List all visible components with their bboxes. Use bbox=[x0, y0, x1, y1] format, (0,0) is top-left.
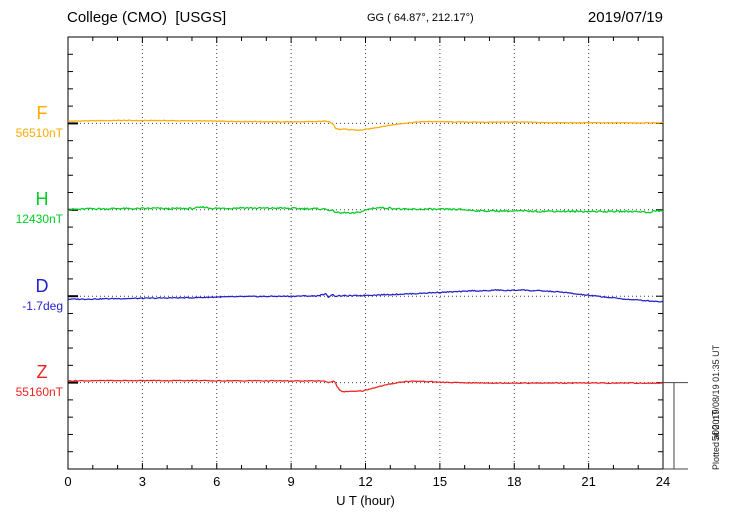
x-axis-title: U T (hour) bbox=[336, 493, 395, 508]
geographic-coordinates: GG ( 64.87°, 212.17°) bbox=[367, 12, 474, 24]
channel-baseline-F: 56510nT bbox=[15, 126, 63, 140]
x-tick-label-9: 9 bbox=[287, 474, 295, 489]
plot-date: 2019/07/19 bbox=[587, 9, 663, 26]
trace-D bbox=[67, 288, 664, 303]
x-tick-label-0: 0 bbox=[64, 474, 72, 489]
x-tick-label-24: 24 bbox=[655, 474, 671, 489]
channel-label-H: H bbox=[35, 189, 49, 209]
channel-baseline-H: 12430nT bbox=[15, 212, 63, 226]
plotted-at-timestamp: Plotted at 2019/08/19 01:35 UT bbox=[711, 344, 721, 470]
trace-F bbox=[67, 119, 664, 131]
trace-H bbox=[67, 205, 664, 215]
x-tick-label-6: 6 bbox=[213, 474, 221, 489]
channel-label-F: F bbox=[36, 103, 48, 123]
x-tick-label-18: 18 bbox=[507, 474, 522, 489]
station-title: College (CMO) [USGS] bbox=[67, 9, 227, 26]
channel-baseline-D: -1.7deg bbox=[22, 299, 63, 313]
x-tick-label-12: 12 bbox=[358, 474, 373, 489]
x-tick-label-21: 21 bbox=[581, 474, 596, 489]
x-tick-label-15: 15 bbox=[432, 474, 448, 489]
channel-label-Z: Z bbox=[36, 362, 48, 382]
x-tick-label-3: 3 bbox=[138, 474, 146, 489]
trace-Z bbox=[67, 379, 664, 393]
channel-label-D: D bbox=[35, 276, 49, 296]
channel-baseline-Z: 55160nT bbox=[15, 385, 63, 399]
scale-bar-label: 500 nT 2.0 deg bbox=[689, 382, 730, 469]
